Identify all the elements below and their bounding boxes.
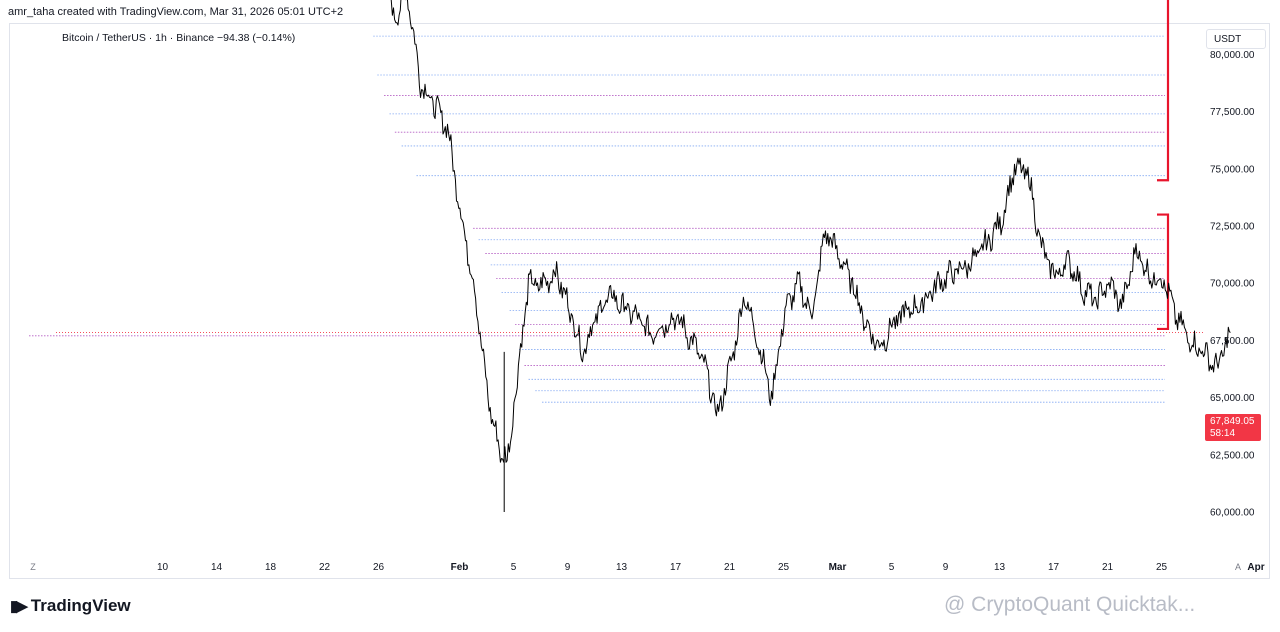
x-tick-label: 5 — [511, 562, 517, 573]
x-tick-label: 13 — [994, 562, 1006, 573]
range-bracket — [1157, 0, 1170, 182]
currency-unit-button[interactable]: USDT — [1206, 29, 1266, 49]
x-tick-label: 17 — [670, 562, 682, 573]
y-tick-label: 72,500.00 — [1210, 222, 1255, 233]
x-tick-label: 21 — [724, 562, 736, 573]
x-tick-label: Mar — [829, 562, 847, 573]
y-tick-label: 80,000.00 — [1210, 50, 1255, 61]
x-tick-label: Feb — [451, 562, 469, 573]
x-tick-label: 25 — [778, 562, 790, 573]
y-tick-label: 65,000.00 — [1210, 393, 1255, 404]
tradingview-wordmark: TradingView — [30, 596, 131, 615]
y-tick-label: 60,000.00 — [1210, 508, 1255, 519]
y-tick-label: 62,500.00 — [1210, 450, 1255, 461]
x-tick-label: 17 — [1048, 562, 1060, 573]
time-axis[interactable]: 10 14 18 22 26 Feb 5 9 13 17 21 25 Mar 5 9 13 17 21 25 Apr — [157, 562, 1265, 573]
source-watermark: @ CryptoQuant Quicktak... — [944, 593, 1195, 617]
x-tick-label: 25 — [1156, 562, 1168, 573]
x-tick-label: 18 — [265, 562, 277, 573]
x-tick-label: 10 — [157, 562, 169, 573]
last-price-label: 67,849.05 58:14 — [1205, 414, 1261, 441]
x-tick-label: 9 — [565, 562, 571, 573]
price-series — [56, 0, 1231, 512]
last-price-value: 67,849.05 — [1210, 416, 1255, 427]
x-tick-label: 13 — [616, 562, 628, 573]
range-brackets — [1157, 0, 1170, 331]
watermark-text: @ CryptoQuant Quicktak... — [944, 593, 1196, 616]
chart-frame[interactable] — [9, 23, 1270, 579]
range-bracket — [1157, 213, 1170, 331]
y-tick-label: 75,000.00 — [1210, 164, 1255, 175]
auto-scale-button[interactable]: A — [1235, 562, 1241, 572]
bar-countdown: 58:14 — [1210, 428, 1236, 439]
tradingview-mark-icon: ▮▶ — [10, 598, 28, 615]
x-tick-label: 26 — [373, 562, 385, 573]
price-level-lines — [29, 35, 1165, 403]
x-tick-label: Apr — [1247, 562, 1264, 573]
price-axis[interactable]: 80,000.00 77,500.00 75,000.00 72,500.00 70,0… — [1210, 50, 1255, 519]
x-tick-label: 21 — [1102, 562, 1114, 573]
x-tick-label: 22 — [319, 562, 331, 573]
y-tick-label: 77,500.00 — [1210, 107, 1255, 118]
y-tick-label: 70,000.00 — [1210, 279, 1255, 290]
creator-caption: amr_taha created with TradingView.com, M… — [8, 6, 344, 18]
timezone-toggle-button[interactable]: Z — [30, 562, 36, 572]
x-tick-label: 5 — [889, 562, 895, 573]
x-tick-label: 9 — [943, 562, 949, 573]
price-line — [390, 0, 1231, 463]
x-tick-label: 14 — [211, 562, 223, 573]
y-tick-label: 67,500.00 — [1210, 336, 1255, 347]
symbol-legend[interactable]: Bitcoin / TetherUS · 1h · Binance −94.38… — [62, 32, 296, 44]
tradingview-logo[interactable]: ▮▶ TradingView — [10, 596, 131, 616]
